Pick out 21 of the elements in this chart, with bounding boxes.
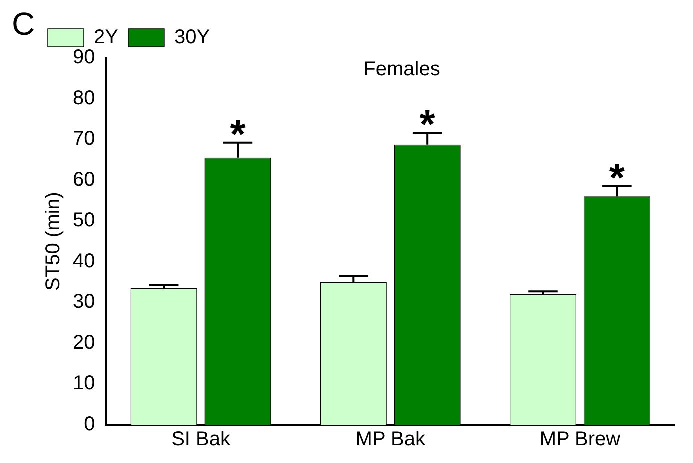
legend-label: 2Y [94, 26, 118, 49]
y-tick-label: 20 [72, 332, 96, 354]
annotation: * [420, 103, 436, 148]
y-tick-label: 80 [72, 87, 96, 110]
x-tick-label: MP Bak [356, 428, 426, 451]
x-tick-label: MP Brew [540, 428, 622, 451]
text: C [12, 6, 36, 42]
annotation: * [609, 156, 626, 200]
y-tick-label: 60 [72, 168, 96, 191]
annotation: * [230, 112, 246, 157]
y-tick-label: 50 [72, 210, 96, 232]
chart-title: Females [364, 58, 440, 81]
y-tick-label: 30 [72, 291, 96, 314]
legend-label: 30Y [174, 26, 210, 49]
y-tick-label: 0 [84, 414, 96, 436]
y-tick-label: 70 [72, 128, 96, 150]
y-tick-label: 90 [72, 46, 96, 69]
x-tick-label: SI Bak [172, 428, 232, 451]
y-tick-label: 40 [72, 250, 96, 272]
y-axis-title: ST50 (min) [42, 192, 65, 291]
y-tick-label: 10 [72, 372, 96, 395]
